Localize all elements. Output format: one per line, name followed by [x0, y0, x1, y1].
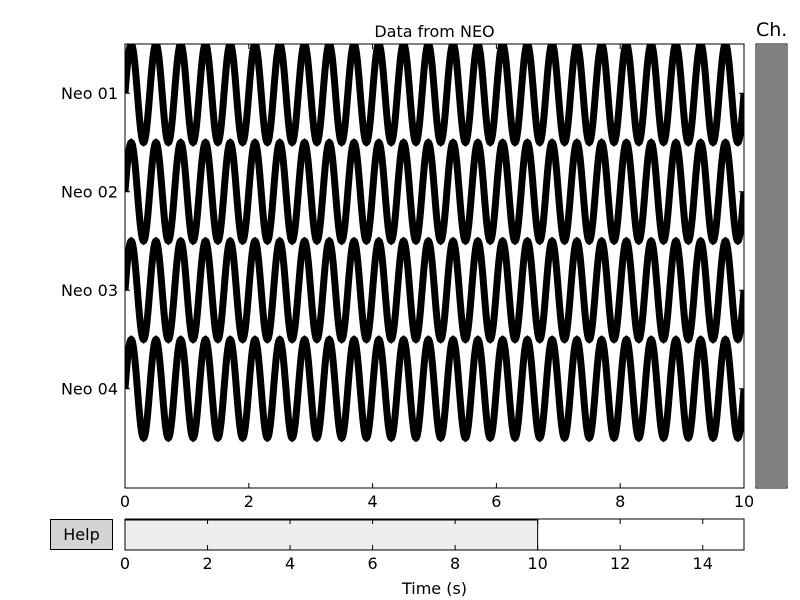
nav-xtick-label: 6 [368, 554, 378, 573]
channel-label: Neo 02 [61, 182, 118, 201]
time-navigator-xlabel: Time (s) [401, 579, 467, 598]
help-button[interactable]: Help [50, 519, 113, 550]
main-xtick-label: 4 [368, 492, 378, 511]
time-navigator-frame [124, 518, 745, 551]
nav-xtick-label: 4 [285, 554, 295, 573]
time-navigator[interactable]: 0 2 4 6 8 10 12 14 Time (s) [120, 518, 745, 598]
main-plot-frame [124, 43, 745, 489]
main-xtick-label: 0 [120, 492, 130, 511]
nav-xtick-label: 14 [693, 554, 713, 573]
main-x-ticks: 0 2 4 6 8 10 [120, 44, 754, 511]
time-navigator-selection[interactable] [124, 519, 539, 551]
channel-scrollbar-label: Ch. [756, 19, 787, 41]
nav-xtick-label: 0 [120, 554, 130, 573]
signal-traces [125, 44, 744, 443]
channel-labels: Neo 01 Neo 02 Neo 03 Neo 04 [61, 84, 744, 398]
channel-label: Neo 04 [61, 379, 118, 398]
main-plot: 0 2 4 6 8 10 Neo 01 Neo 02 Neo 03 Neo 04 Data fr… [61, 22, 754, 511]
channel-scrollbar[interactable]: Ch. [755, 19, 788, 489]
signal-trace-channel-3 [125, 236, 744, 344]
channel-scrollbar-thumb[interactable] [757, 45, 786, 487]
nav-xtick-label: 10 [527, 554, 547, 573]
time-navigator-x-ticks: 0 2 4 6 8 10 12 14 [120, 519, 713, 573]
signal-trace-channel-1 [125, 44, 744, 147]
nav-xtick-label: 12 [610, 554, 630, 573]
channel-label: Neo 03 [61, 281, 118, 300]
signal-trace-channel-4 [125, 335, 744, 443]
signal-trace-channel-2 [125, 138, 744, 246]
main-xtick-label: 8 [615, 492, 625, 511]
chart-title: Data from NEO [374, 22, 494, 41]
main-xtick-label: 2 [244, 492, 254, 511]
nav-xtick-label: 2 [202, 554, 212, 573]
channel-label: Neo 01 [61, 84, 118, 103]
main-xtick-label: 10 [734, 492, 754, 511]
main-xtick-label: 6 [491, 492, 501, 511]
nav-xtick-label: 8 [450, 554, 460, 573]
